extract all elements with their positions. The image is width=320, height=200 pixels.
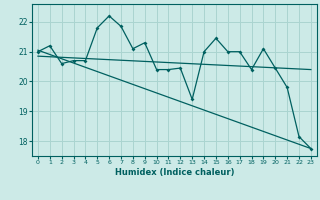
X-axis label: Humidex (Indice chaleur): Humidex (Indice chaleur) [115, 168, 234, 177]
